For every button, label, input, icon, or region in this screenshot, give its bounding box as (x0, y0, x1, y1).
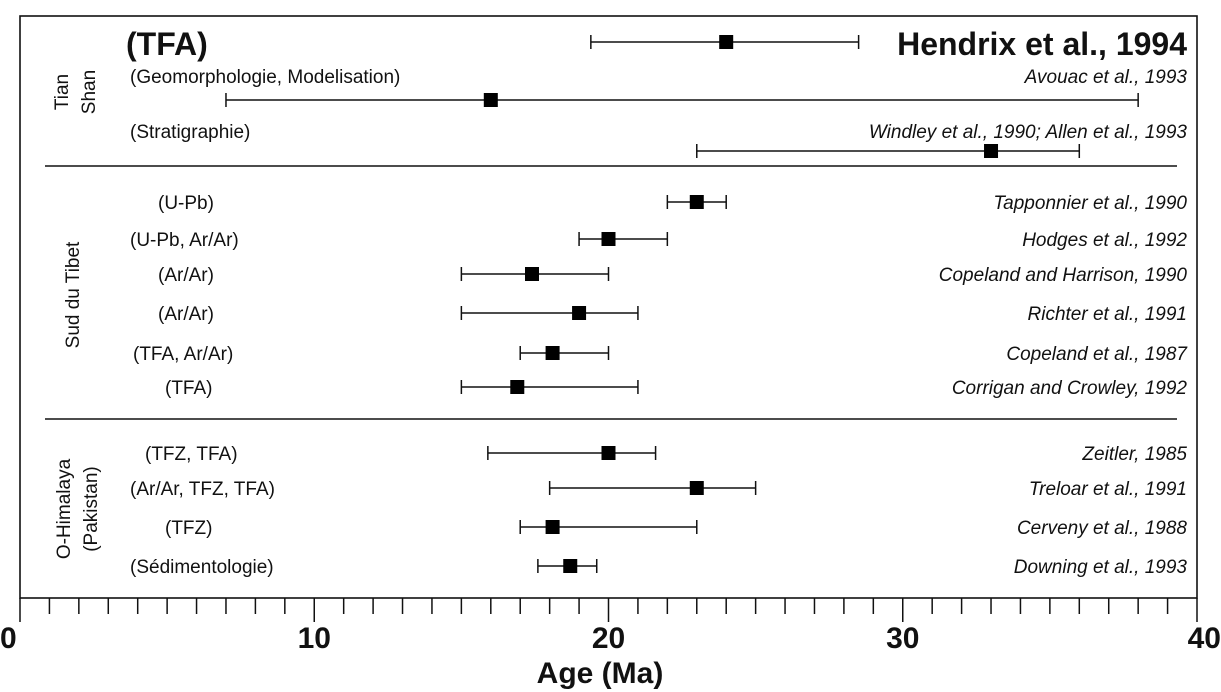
age-point (572, 306, 587, 320)
method-label: (TFZ, TFA) (145, 444, 238, 465)
age-point (719, 35, 734, 49)
reference-label: Cerveny et al., 1988 (1017, 518, 1187, 539)
method-label: (Ar/Ar, TFZ, TFA) (130, 479, 275, 500)
age-point (689, 195, 704, 209)
reference-label: Copeland and Harrison, 1990 (939, 265, 1188, 286)
age-point (601, 446, 616, 460)
method-label: (Stratigraphie) (130, 122, 250, 143)
age-point (563, 559, 578, 573)
x-axis: 0 10 20 30 40 Age (Ma) (0, 598, 1221, 690)
reference-label: Hodges et al., 1992 (1022, 230, 1187, 251)
age-point (545, 346, 560, 360)
method-label: (TFZ) (165, 518, 212, 539)
method-label: (Ar/Ar) (158, 304, 214, 325)
group-label: Tian (52, 74, 73, 110)
group-label: O-Himalaya (54, 458, 75, 559)
reference-label: Downing et al., 1993 (1014, 557, 1188, 578)
method-label: (TFA, Ar/Ar) (133, 344, 233, 365)
reference-label: Copeland et al., 1987 (1006, 344, 1188, 365)
age-point (984, 144, 999, 158)
age-point (510, 380, 525, 394)
age-point (483, 93, 498, 107)
reference-label: Hendrix et al., 1994 (897, 26, 1187, 62)
group-label: Shan (79, 70, 100, 114)
x-tick-label: 20 (592, 622, 625, 655)
reference-label: Tapponnier et al., 1990 (993, 193, 1187, 214)
reference-label: Richter et al., 1991 (1028, 304, 1187, 325)
reference-label: Corrigan and Crowley, 1992 (952, 378, 1188, 399)
x-tick-label: 0 (0, 622, 17, 655)
method-label: (TFA) (126, 26, 208, 62)
x-axis-title: Age (Ma) (537, 657, 664, 690)
x-tick-label: 30 (886, 622, 919, 655)
age-point (601, 232, 616, 246)
method-label: (TFA) (165, 378, 213, 399)
data-rows: (TFA) Hendrix et al., 1994 (Geomorphologie… (126, 26, 1188, 578)
age-point (545, 520, 560, 534)
method-label: (Ar/Ar) (158, 265, 214, 286)
x-tick-label: 40 (1188, 622, 1221, 655)
method-label: (U-Pb, Ar/Ar) (130, 230, 239, 251)
group-label: Sud du Tibet (63, 241, 84, 348)
reference-label: Windley et al., 1990; Allen et al., 1993 (869, 122, 1188, 143)
method-label: (U-Pb) (158, 193, 214, 214)
method-label: (Sédimentologie) (130, 557, 274, 578)
group-label: (Pakistan) (81, 466, 102, 552)
x-tick-label: 10 (298, 622, 331, 655)
group-panels: Tian Shan Sud du Tibet O-Himalaya (Pakistan) (52, 70, 102, 559)
reference-label: Zeitler, 1985 (1081, 444, 1187, 465)
age-point (524, 267, 539, 281)
reference-label: Treloar et al., 1991 (1029, 479, 1187, 500)
reference-label: Avouac et al., 1993 (1024, 67, 1188, 88)
age-point (689, 481, 704, 495)
method-label: (Geomorphologie, Modelisation) (130, 67, 400, 88)
